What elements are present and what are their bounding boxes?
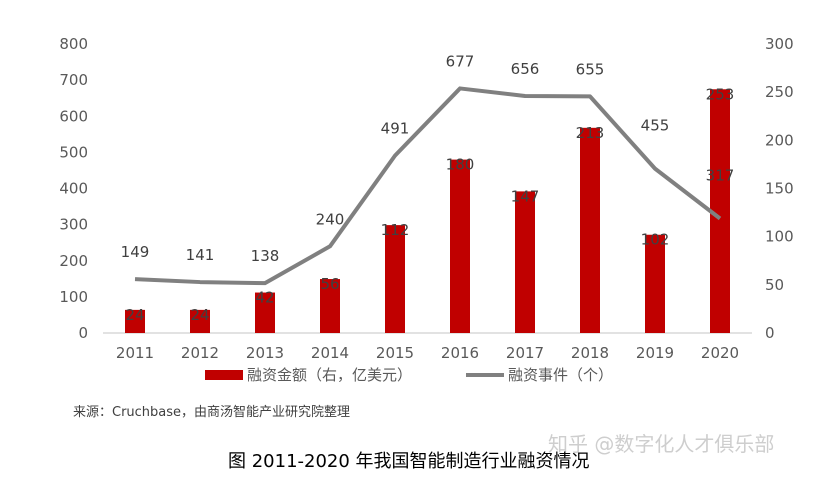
- legend-label-bar: 融资金额（右，亿美元）: [247, 366, 413, 384]
- left-axis-tick: 400: [59, 180, 88, 198]
- right-axis-tick: 200: [765, 131, 794, 149]
- right-axis-tick: 100: [765, 228, 794, 246]
- bar: [645, 234, 665, 333]
- left-axis-tick: 800: [59, 35, 88, 53]
- watermark: 知乎 @数字化人才俱乐部: [548, 432, 775, 456]
- bar: [385, 225, 405, 333]
- legend-swatch-line: [466, 372, 505, 377]
- right-axis-tick: 0: [765, 324, 775, 342]
- line-data-label: 240: [316, 210, 345, 228]
- left-axis-tick: 300: [59, 216, 88, 234]
- bar-data-label: 180: [446, 156, 475, 174]
- line-data-label: 455: [641, 117, 670, 135]
- x-axis-tick: 2012: [181, 344, 219, 362]
- bar-data-label: 56: [320, 275, 339, 293]
- bar: [450, 159, 470, 333]
- left-axis-tick: 0: [78, 324, 88, 342]
- bar-data-label: 213: [576, 124, 605, 142]
- bar-data-label: 102: [641, 231, 670, 249]
- line-series: [134, 86, 722, 286]
- legend-swatch-bar: [205, 369, 243, 380]
- left-axis-tick: 500: [59, 143, 88, 161]
- x-axis-tick: 2020: [701, 344, 739, 362]
- right-axis-tick: 250: [765, 83, 794, 101]
- left-axis-tick: 200: [59, 252, 88, 270]
- bar-data-label: 24: [190, 306, 209, 324]
- line-data-label: 317: [706, 166, 735, 184]
- bar-data-label: 253: [706, 85, 735, 103]
- bar: [255, 292, 275, 333]
- x-axis-tick: 2015: [376, 344, 414, 362]
- line-data-label: 141: [186, 246, 215, 264]
- source-note: 来源：Cruchbase，由商汤智能产业研究院整理: [73, 405, 351, 420]
- bar-data-label: 42: [255, 289, 274, 307]
- right-axis-tick: 50: [765, 276, 784, 294]
- x-axis-tick: 2014: [311, 344, 349, 362]
- line-data-label: 677: [446, 52, 475, 70]
- bar-data-label: 24: [125, 306, 144, 324]
- bar: [580, 127, 600, 333]
- bar: [125, 309, 145, 333]
- bar: [190, 309, 210, 333]
- line-data-label: 149: [121, 243, 150, 261]
- line-data-label: 656: [511, 60, 540, 78]
- x-axis-tick: 2013: [246, 344, 284, 362]
- left-axis-tick: 700: [59, 71, 88, 89]
- line-data-label: 138: [251, 247, 280, 265]
- x-axis-tick: 2018: [571, 344, 609, 362]
- bar: [515, 191, 535, 333]
- x-axis-tick: 2011: [116, 344, 154, 362]
- bar-data-label: 147: [511, 187, 540, 205]
- line-data-label: 491: [381, 120, 410, 138]
- right-axis-tick: 150: [765, 180, 794, 198]
- legend: 融资金额（右，亿美元） 融资事件（个）: [205, 364, 613, 385]
- legend-label-line: 融资事件（个）: [508, 366, 614, 384]
- x-axis-tick: 2017: [506, 344, 544, 362]
- x-axis-tick: 2019: [636, 344, 674, 362]
- x-axis-tick: 2016: [441, 344, 479, 362]
- bar: [710, 89, 730, 333]
- bar-data-label: 112: [381, 221, 410, 239]
- chart-svg: 0 100 200 300 400 500 600 700 800 0 50 100 150 200 250…: [59, 35, 794, 362]
- line-data-label: 655: [576, 60, 605, 78]
- figure-caption: 图 2011-2020 年我国智能制造行业融资情况: [228, 451, 590, 472]
- right-axis-tick: 300: [765, 35, 794, 53]
- left-axis-tick: 600: [59, 107, 88, 125]
- bar: [320, 279, 340, 333]
- left-axis-tick: 100: [59, 288, 88, 306]
